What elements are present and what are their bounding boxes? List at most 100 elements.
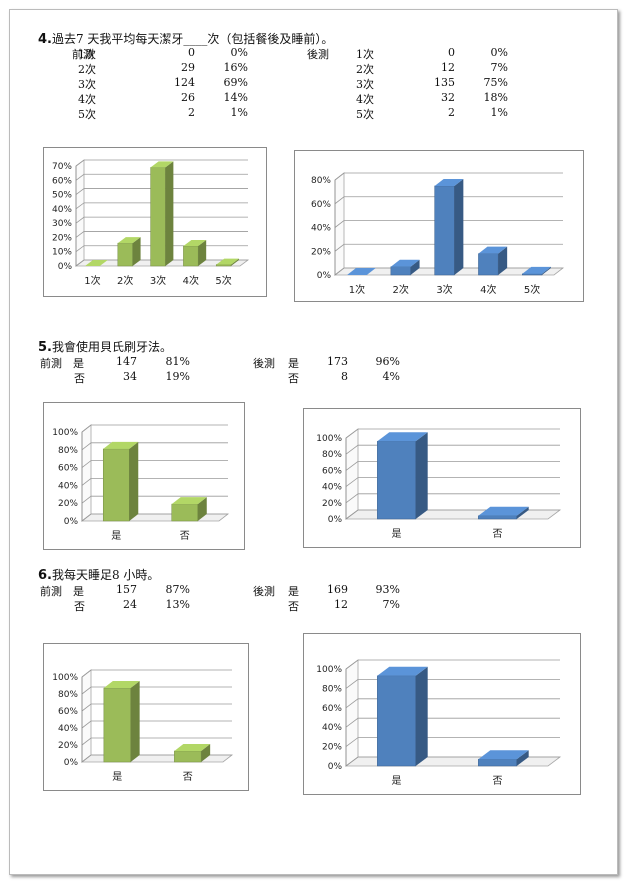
bar-top <box>183 240 207 246</box>
x-tick-label: 是 <box>111 530 121 542</box>
gridline <box>81 720 232 729</box>
bar-front <box>377 440 416 520</box>
gridline <box>75 231 248 238</box>
bar-side <box>415 666 428 766</box>
side-wall <box>345 659 359 767</box>
post-percent: 7% <box>490 61 508 74</box>
y-tick-label: 20% <box>58 499 78 509</box>
bar-top <box>377 666 428 676</box>
y-tick-label: 40% <box>311 224 331 234</box>
x-tick-label: 是 <box>112 771 122 783</box>
pre-percent: 1% <box>230 106 248 119</box>
gridline <box>345 679 560 689</box>
bar-front <box>103 687 131 763</box>
bar-front <box>102 448 130 522</box>
bar-chart-3: 0% 20% 40% 60% 80% 100% 是 否 <box>43 402 245 550</box>
bar-front <box>390 266 411 276</box>
x-tick-label: 3次 <box>150 274 166 287</box>
y-tick-label: 60% <box>311 200 331 210</box>
bar <box>215 258 239 267</box>
gridline <box>345 428 560 439</box>
question-5-title: 5.我會使用貝氏刷牙法。 <box>38 338 172 355</box>
pre-percent: 16% <box>223 61 248 74</box>
post-count: 12 <box>441 61 455 74</box>
pre-option-label: 否 <box>74 372 85 385</box>
x-tick-label: 4次 <box>183 274 199 287</box>
post-option-label: 是 <box>288 585 299 598</box>
result-row: 5次 2 1% 5次 2 1% <box>0 106 626 121</box>
post-count: 32 <box>441 91 455 104</box>
bar-top <box>103 681 140 689</box>
bar-side <box>198 240 207 266</box>
y-tick-label: 20% <box>311 247 331 257</box>
y-tick-label: 0% <box>328 762 343 772</box>
x-tick-label: 4次 <box>480 283 496 296</box>
pre-count: 2 <box>188 106 195 119</box>
post-percent: 0% <box>490 46 508 59</box>
pre-percent: 81% <box>165 355 190 368</box>
pre-option-label: 否 <box>74 600 85 613</box>
question-number: 4. <box>38 32 52 47</box>
side-wall <box>345 428 359 520</box>
post-test-label: 後測 <box>307 48 329 61</box>
pre-count: 147 <box>116 355 137 368</box>
x-tick-label: 否 <box>493 775 503 787</box>
gridline <box>75 159 248 167</box>
side-wall <box>81 669 92 763</box>
pre-percent: 87% <box>165 583 190 596</box>
post-option-label: 1次 <box>356 48 374 61</box>
bar <box>377 666 428 767</box>
y-tick-label: 40% <box>52 205 72 215</box>
gridline <box>81 669 232 678</box>
bar-top <box>478 750 529 760</box>
y-tick-label: 20% <box>322 743 342 753</box>
gridline <box>81 737 232 746</box>
result-row: 2次 29 16% 2次 12 7% <box>0 61 626 76</box>
gridline <box>81 478 228 486</box>
x-tick-label: 否 <box>493 528 503 540</box>
x-tick-label: 3次 <box>436 283 452 296</box>
gridline <box>345 737 560 747</box>
y-tick-label: 100% <box>316 434 342 444</box>
y-tick-label: 40% <box>322 483 342 493</box>
pre-option-label: 是 <box>73 585 84 598</box>
bar-top <box>171 497 207 505</box>
question-4-title: 4.過去7 天我平均每天潔牙____次（包括餐後及睡前）。 <box>38 30 333 47</box>
question-4-results: 1次 0 0% 1次 0 0% 2次 29 16% 2次 12 7% 3次 124 69% 3次 135 75% 4… <box>0 46 626 121</box>
y-tick-label: 20% <box>52 233 72 243</box>
bar-top <box>347 268 376 275</box>
post-option-label: 否 <box>288 600 299 613</box>
bar-side <box>201 743 211 762</box>
y-tick-label: 0% <box>58 262 73 272</box>
bar-chart-2: 0% 20% 40% 60% 80% 1次 2次 3次 4次 5次 <box>294 150 584 302</box>
post-test-label: 後測 <box>253 357 275 370</box>
bar <box>171 497 207 522</box>
bar <box>102 441 139 522</box>
post-count: 135 <box>434 76 455 89</box>
result-row: 前測 後測是 157 87% 是 169 93% <box>0 583 626 598</box>
question-text: 我每天睡足8 小時。 <box>51 568 160 582</box>
question-6-results: 前測 後測是 157 87% 是 169 93% 否 24 13% 否 12 7% <box>0 583 626 613</box>
y-tick-label: 30% <box>52 219 72 229</box>
pre-percent: 14% <box>223 91 248 104</box>
gridline <box>75 188 248 195</box>
y-tick-label: 50% <box>52 191 72 201</box>
side-wall <box>75 159 85 267</box>
question-number: 6. <box>38 568 52 583</box>
pre-count: 34 <box>123 370 137 383</box>
gridline <box>345 659 560 670</box>
bar-side <box>541 266 551 275</box>
gridline <box>345 461 560 471</box>
gridline <box>334 220 563 228</box>
gridline <box>334 243 563 252</box>
bar-side <box>165 161 174 266</box>
y-tick-label: 80% <box>58 690 78 700</box>
bar-front <box>377 675 416 767</box>
gridline <box>334 196 563 205</box>
bar <box>478 750 529 767</box>
bar-front <box>183 245 199 267</box>
post-option-label: 否 <box>288 372 299 385</box>
bar <box>478 506 529 520</box>
pre-option-label: 1次 <box>78 48 96 61</box>
bar <box>347 268 376 275</box>
